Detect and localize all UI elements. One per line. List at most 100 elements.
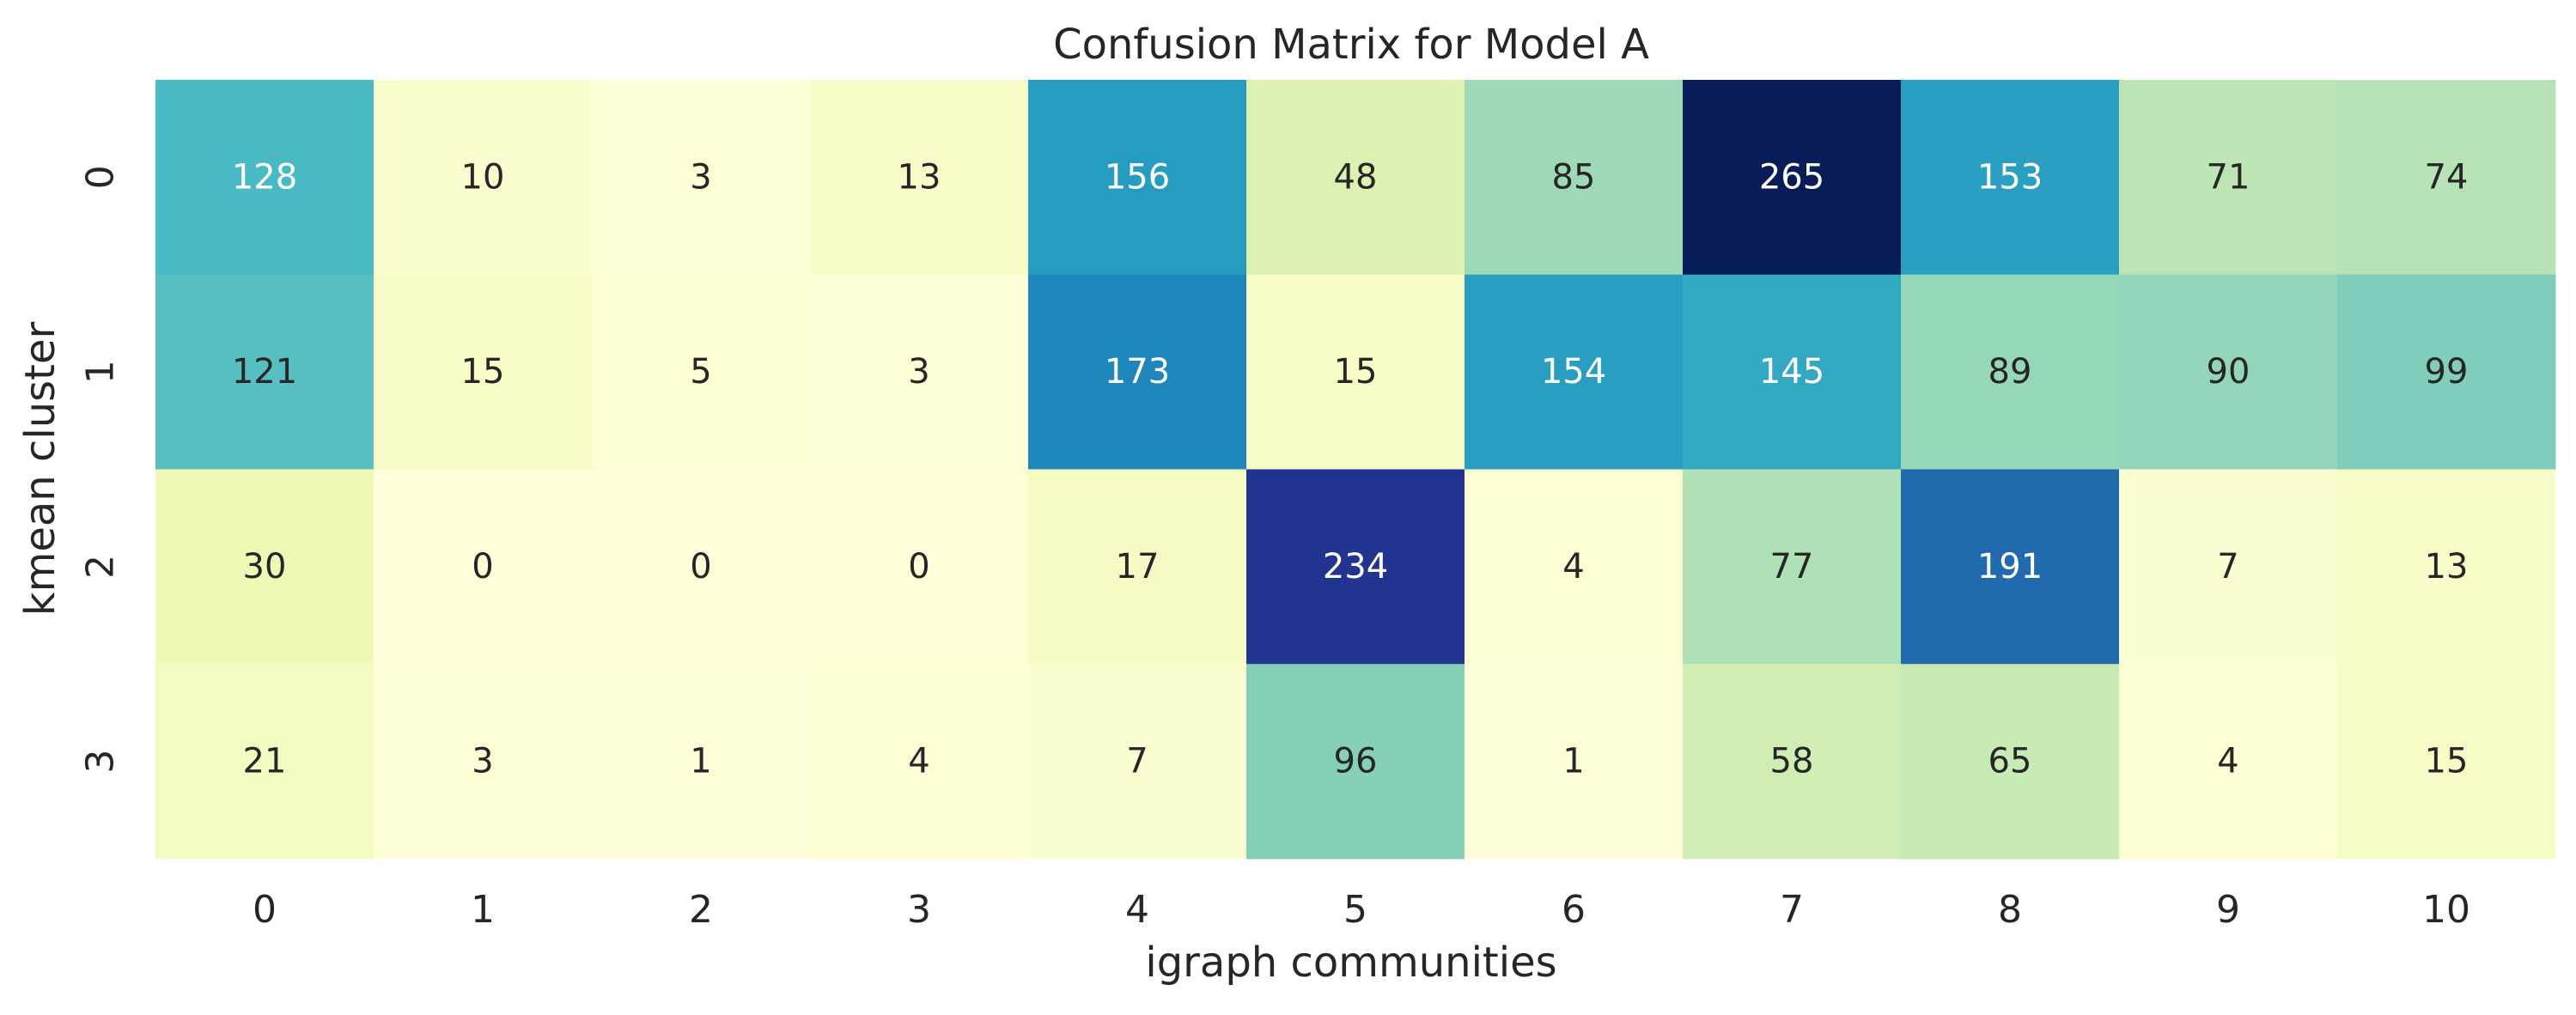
heatmap-cell-r1-c10 xyxy=(2337,274,2556,470)
cell-value-label-r0-c6: 85 xyxy=(1552,157,1596,197)
cell-value-label-r0-c1: 10 xyxy=(461,157,505,197)
heatmap-cell-r1-c0 xyxy=(155,274,375,470)
y-tick-label-3: 3 xyxy=(79,750,123,774)
heatmap-cell-r3-c3 xyxy=(810,664,1029,860)
heatmap-cell-r3-c6 xyxy=(1465,664,1684,860)
cell-value-label-r0-c5: 48 xyxy=(1334,157,1378,197)
heatmap-cell-r2-c2 xyxy=(592,469,811,665)
x-tick-label-5: 5 xyxy=(1343,888,1367,932)
cell-value-label-r1-c8: 89 xyxy=(1988,352,2032,392)
cell-value-label-r3-c9: 4 xyxy=(2217,742,2238,781)
heatmap-cell-r0-c2 xyxy=(592,80,811,276)
heatmap-cell-r3-c9 xyxy=(2119,664,2338,860)
heatmap-cell-r3-c7 xyxy=(1683,664,1902,860)
x-tick-label-4: 4 xyxy=(1125,888,1149,932)
cell-value-label-r3-c10: 15 xyxy=(2425,742,2469,781)
cell-value-label-r2-c2: 0 xyxy=(690,547,711,587)
y-tick-label-2: 2 xyxy=(79,555,123,579)
cell-value-label-r1-c6: 154 xyxy=(1541,352,1606,392)
heatmap-cell-r1-c2 xyxy=(592,274,811,470)
cell-value-label-r1-c10: 99 xyxy=(2425,352,2469,392)
heatmap-cell-r2-c1 xyxy=(374,469,593,665)
heatmap-cell-r1-c9 xyxy=(2119,274,2338,470)
heatmap-cell-r2-c10 xyxy=(2337,469,2556,665)
x-tick-label-1: 1 xyxy=(471,888,495,932)
cell-value-label-r3-c2: 1 xyxy=(690,742,711,781)
heatmap-cell-r0-c6 xyxy=(1465,80,1684,276)
cell-value-label-r3-c7: 58 xyxy=(1770,742,1814,781)
x-tick-label-7: 7 xyxy=(1780,888,1804,932)
cell-value-label-r2-c10: 13 xyxy=(2425,547,2469,587)
chart-title: Confusion Matrix for Model A xyxy=(1053,21,1649,69)
x-tick-label-9: 9 xyxy=(2216,888,2240,932)
heatmap-cell-r0-c7 xyxy=(1683,80,1902,276)
heatmap-cell-r0-c3 xyxy=(810,80,1029,276)
heatmap-cell-r3-c5 xyxy=(1246,664,1465,860)
heatmap-cell-r3-c8 xyxy=(1901,664,2120,860)
heatmap-cell-r1-c8 xyxy=(1901,274,2120,470)
y-tick-label-1: 1 xyxy=(79,360,123,384)
heatmap-cell-r1-c4 xyxy=(1028,274,1247,470)
cell-value-label-r2-c7: 77 xyxy=(1770,547,1814,587)
heatmap-cell-r0-c4 xyxy=(1028,80,1247,276)
cell-value-label-r0-c10: 74 xyxy=(2425,157,2469,197)
cell-value-label-r2-c6: 4 xyxy=(1562,547,1584,587)
cell-value-label-r3-c8: 65 xyxy=(1988,742,2032,781)
cell-value-label-r0-c3: 13 xyxy=(898,157,941,197)
heatmap-cell-r2-c0 xyxy=(155,469,375,665)
x-tick-label-10: 10 xyxy=(2422,888,2470,932)
heatmap-cell-r3-c4 xyxy=(1028,664,1247,860)
heatmap-cell-r1-c3 xyxy=(810,274,1029,470)
cell-value-label-r3-c1: 3 xyxy=(472,742,493,781)
x-tick-label-8: 8 xyxy=(1998,888,2022,932)
heatmap-cell-r1-c7 xyxy=(1683,274,1902,470)
heatmap-cell-r0-c8 xyxy=(1901,80,2120,276)
cell-value-label-r3-c4: 7 xyxy=(1126,742,1148,781)
heatmap-cell-r2-c7 xyxy=(1683,469,1902,665)
x-axis-label: igraph communities xyxy=(1145,939,1556,987)
cell-value-label-r1-c0: 121 xyxy=(232,352,297,392)
heatmap-cells xyxy=(155,80,2556,860)
heatmap-cell-r2-c4 xyxy=(1028,469,1247,665)
cell-value-label-r2-c5: 234 xyxy=(1323,547,1388,587)
cell-value-label-r0-c9: 71 xyxy=(2207,157,2250,197)
heatmap-cell-r2-c3 xyxy=(810,469,1029,665)
heatmap-cell-r3-c10 xyxy=(2337,664,2556,860)
heatmap-cell-r0-c10 xyxy=(2337,80,2556,276)
cell-value-label-r1-c5: 15 xyxy=(1334,352,1378,392)
cell-value-label-r2-c8: 191 xyxy=(1977,547,2043,587)
x-tick-label-2: 2 xyxy=(689,888,713,932)
cell-value-label-r2-c0: 30 xyxy=(243,547,287,587)
y-tick-label-0: 0 xyxy=(79,165,123,189)
cell-value-label-r2-c3: 0 xyxy=(908,547,929,587)
heatmap-cell-r0-c1 xyxy=(374,80,593,276)
cell-value-label-r0-c8: 153 xyxy=(1977,157,2043,197)
heatmap-cell-r3-c2 xyxy=(592,664,811,860)
heatmap-cell-r0-c5 xyxy=(1246,80,1465,276)
cell-value-label-r1-c7: 145 xyxy=(1759,352,1824,392)
cell-value-label-r2-c9: 7 xyxy=(2217,547,2238,587)
y-axis-label: kmean cluster xyxy=(16,322,64,617)
heatmap-cell-r2-c5 xyxy=(1246,469,1465,665)
x-axis-ticks: 0 1 2 3 4 5 6 7 8 9 10 xyxy=(253,888,2470,932)
y-axis-ticks: 0 1 2 3 xyxy=(79,165,123,773)
cell-value-label-r1-c1: 15 xyxy=(461,352,505,392)
cell-value-label-r3-c6: 1 xyxy=(1562,742,1584,781)
cell-value-label-r0-c0: 128 xyxy=(232,157,297,197)
cell-value-label-r2-c1: 0 xyxy=(472,547,493,587)
x-tick-label-6: 6 xyxy=(1562,888,1586,932)
cell-value-label-r0-c2: 3 xyxy=(690,157,711,197)
heatmap-cell-r2-c6 xyxy=(1465,469,1684,665)
cell-value-label-r1-c4: 173 xyxy=(1105,352,1170,392)
cell-value-label-r3-c5: 96 xyxy=(1334,742,1378,781)
heatmap-cell-r2-c9 xyxy=(2119,469,2338,665)
heatmap-cell-r1-c5 xyxy=(1246,274,1465,470)
heatmap-cell-r1-c6 xyxy=(1465,274,1684,470)
cell-value-label-r1-c2: 5 xyxy=(690,352,711,392)
x-tick-label-0: 0 xyxy=(253,888,277,932)
x-tick-label-3: 3 xyxy=(907,888,931,932)
heatmap-cell-r3-c1 xyxy=(374,664,593,860)
